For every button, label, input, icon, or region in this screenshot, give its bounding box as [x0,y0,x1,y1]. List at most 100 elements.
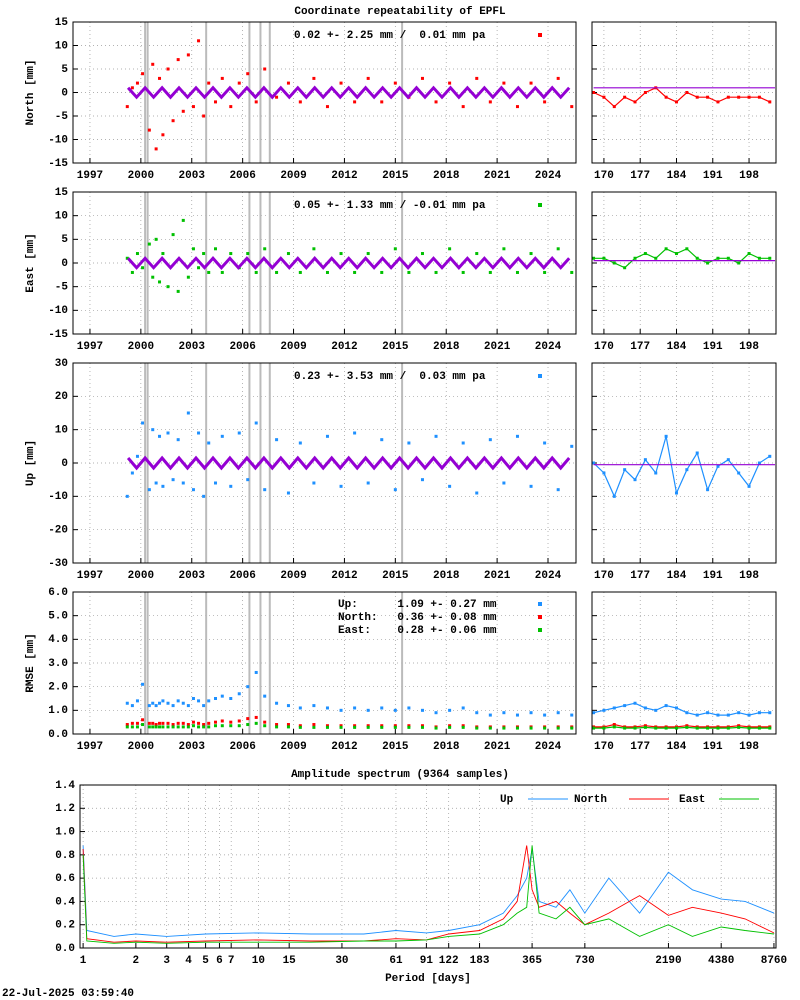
x-tick-label: 2009 [280,570,306,582]
data-point [158,76,162,80]
x-tick-label: 2003 [179,341,206,353]
data-point [171,723,175,727]
data-line [82,845,774,944]
data-point [158,701,162,705]
data-point [747,484,751,488]
x-tick-label: 184 [667,341,687,353]
plot-frame [72,362,577,564]
data-point [147,725,151,729]
x-tick-label: 2006 [229,170,255,182]
data-point [154,481,158,485]
y-tick-label: 1.0 [55,826,75,838]
y-tick-label: -20 [48,525,68,537]
data-point [502,481,506,485]
data-point [186,723,190,727]
x-tick-label: 2018 [433,170,460,182]
data-point [158,721,162,725]
plot-area [73,592,576,734]
data-point [263,247,267,251]
plot-frame [591,191,777,335]
data-point [237,81,241,85]
data-point [380,724,384,728]
x-tick-label: 2024 [535,741,562,753]
data-point [151,725,155,729]
data-point [229,252,233,256]
data-point [502,81,506,85]
x-tick-label: 184 [667,741,687,753]
data-point [674,100,678,104]
plot-frame [591,21,777,164]
data-point [158,725,162,729]
data-point [147,488,151,492]
x-tick-label: 2000 [128,570,154,582]
data-point [229,724,233,728]
data-point [141,682,145,686]
data-point [570,105,574,109]
data-point [197,699,201,703]
data-point [515,270,519,274]
data-point [254,715,258,719]
data-point [706,726,710,730]
data-point [339,708,343,712]
data-point [674,491,678,495]
x-tick-label: 2003 [179,170,206,182]
data-point [570,713,574,717]
data-point [570,726,574,730]
data-point [592,91,596,94]
y-tick-label: 15 [55,17,69,29]
y-tick-label: 0.2 [55,920,75,932]
data-point [161,252,165,256]
data-point [246,478,250,482]
data-point [602,95,606,99]
data-point [556,247,560,251]
data-point [298,100,302,104]
y-tick-label: -10 [48,491,68,503]
data-point [151,275,155,279]
data-point [633,100,637,104]
data-point [154,704,158,708]
data-point [768,454,772,458]
data-point [207,81,211,85]
y-tick-label: 0 [61,87,68,99]
y-axis-label: Up [mm] [25,440,37,486]
data-point [161,484,165,488]
x-tick-label: 183 [470,955,490,967]
data-point [229,720,233,724]
data-point [130,86,134,90]
legend-label: Up: 1.09 +- 0.27 mm [338,599,497,611]
data-point [202,494,206,498]
x-tick-label: 2021 [484,341,511,353]
data-point [643,706,647,710]
data-point [407,725,411,729]
x-tick-label: 2009 [280,741,306,753]
data-point [434,726,438,730]
data-point [186,275,190,279]
x-tick-label: 177 [630,570,650,582]
x-tick-label: 2018 [433,341,460,353]
data-point [207,721,211,725]
x-tick-label: 191 [703,170,723,182]
data-point [275,725,279,729]
data-point [737,261,741,265]
x-tick-label: 2021 [484,741,511,753]
x-tick-label: 2003 [179,741,206,753]
x-axis-label: Period [days] [385,973,471,985]
legend-marker [538,615,542,619]
data-point [275,701,279,705]
data-point [229,697,233,700]
data-point [475,726,479,730]
data-line [126,85,571,100]
plot-frame [79,784,777,949]
data-point [263,720,267,724]
data-point [220,724,224,728]
data-point [393,247,397,251]
data-point [393,708,397,712]
data-point [154,725,158,729]
data-point [543,713,547,717]
data-point [768,711,772,715]
x-tick-label: 1997 [77,741,103,753]
data-point [181,721,185,725]
data-point [612,725,616,729]
data-point [275,270,279,274]
